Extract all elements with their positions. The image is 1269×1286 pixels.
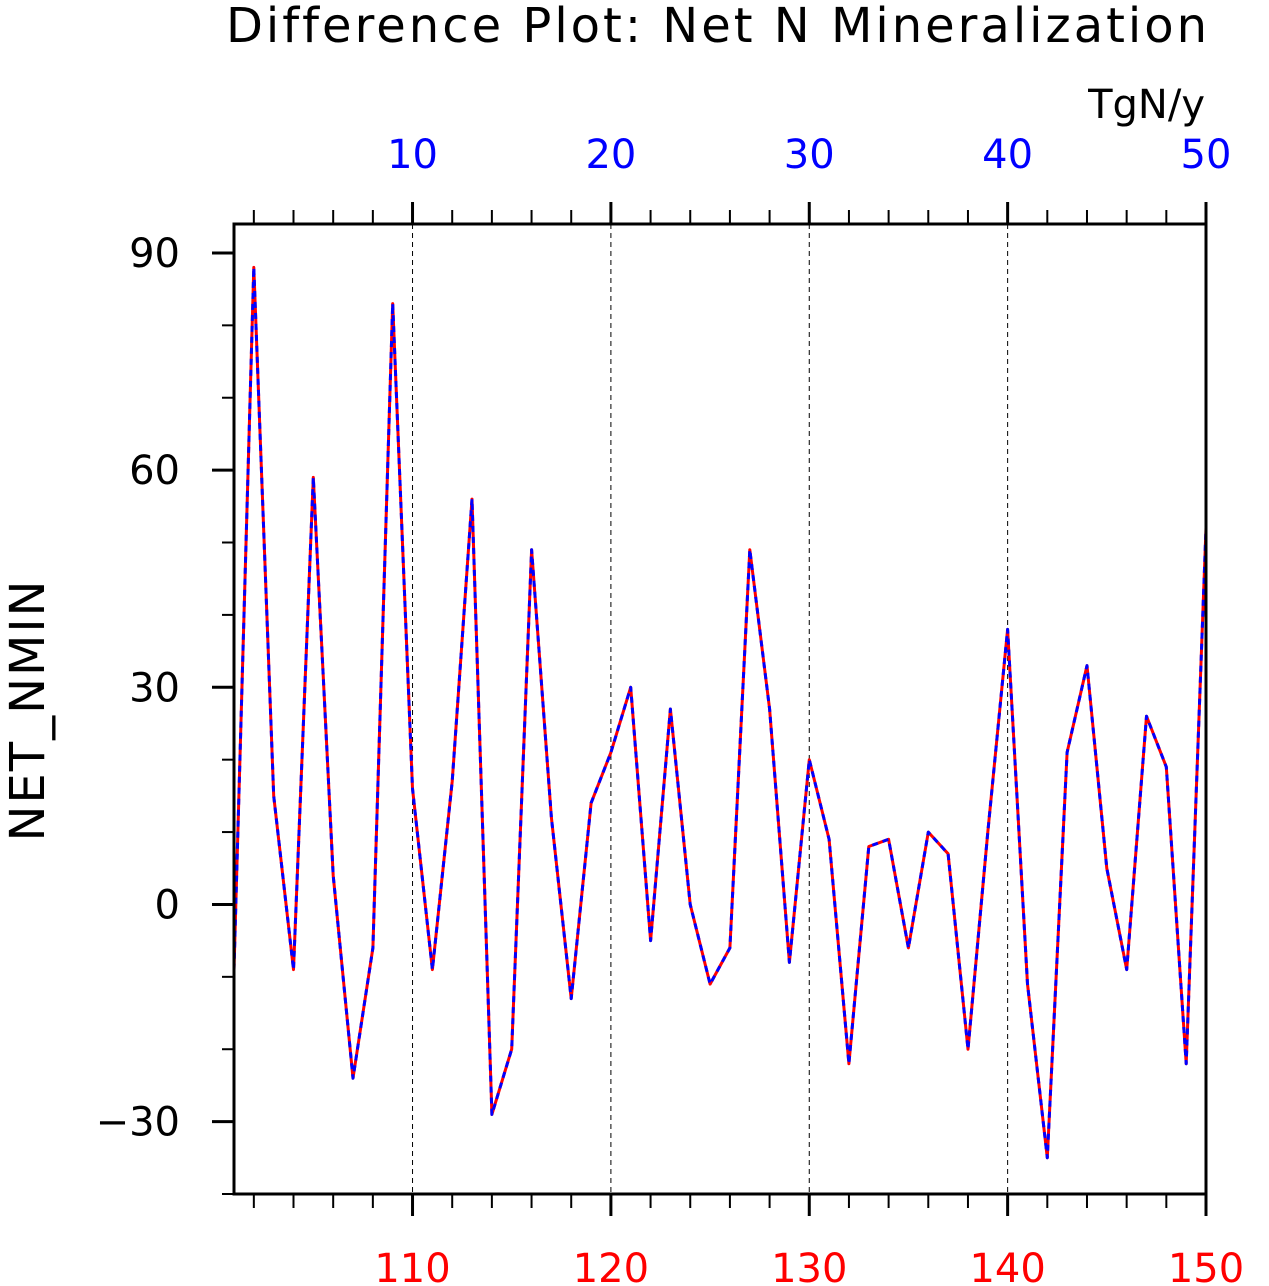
y-tick-label: −30	[96, 1100, 180, 1146]
y-tick-label: 90	[129, 231, 180, 277]
units-label: TgN/y	[1087, 82, 1205, 128]
y-tick-label: 30	[129, 665, 180, 711]
x-tick-label-top: 10	[387, 132, 438, 178]
series-line-2	[232, 265, 1208, 1160]
x-tick-label-top: 20	[585, 132, 636, 178]
plot-frame	[232, 222, 1208, 1196]
x-tick-label-bottom: 150	[1168, 1246, 1244, 1286]
y-tick-label: 0	[155, 882, 180, 928]
x-tick-label-bottom: 130	[771, 1246, 847, 1286]
x-tick-label-top: 50	[1181, 132, 1232, 178]
series-layer	[232, 265, 1208, 1160]
tick-labels: 110 10 120 20 130 30 140 40 150 50 −30 0 30 60 90	[96, 132, 1245, 1286]
x-tick-label-bottom: 110	[374, 1246, 450, 1286]
x-tick-label-top: 40	[982, 132, 1033, 178]
chart-title: Difference Plot: Net N Mineralization	[226, 0, 1210, 54]
x-tick-label-top: 30	[784, 132, 835, 178]
series-line-1	[232, 265, 1208, 1160]
x-tick-label-bottom: 120	[573, 1246, 649, 1286]
major-ticks	[212, 202, 1208, 1216]
y-axis-label: NET_NMIN	[0, 579, 56, 842]
grid-lines	[412, 224, 1009, 1194]
y-tick-label: 60	[129, 448, 180, 494]
x-tick-label-bottom: 140	[969, 1246, 1045, 1286]
minor-ticks	[222, 210, 1168, 1208]
